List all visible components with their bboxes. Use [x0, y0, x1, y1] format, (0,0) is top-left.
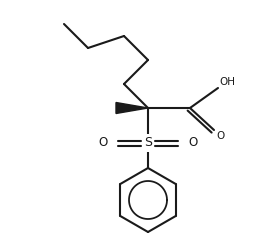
Polygon shape: [116, 103, 148, 114]
Text: S: S: [144, 136, 152, 150]
Text: O: O: [188, 136, 197, 150]
Text: O: O: [216, 131, 224, 141]
Text: OH: OH: [219, 77, 235, 87]
Text: O: O: [99, 136, 108, 150]
